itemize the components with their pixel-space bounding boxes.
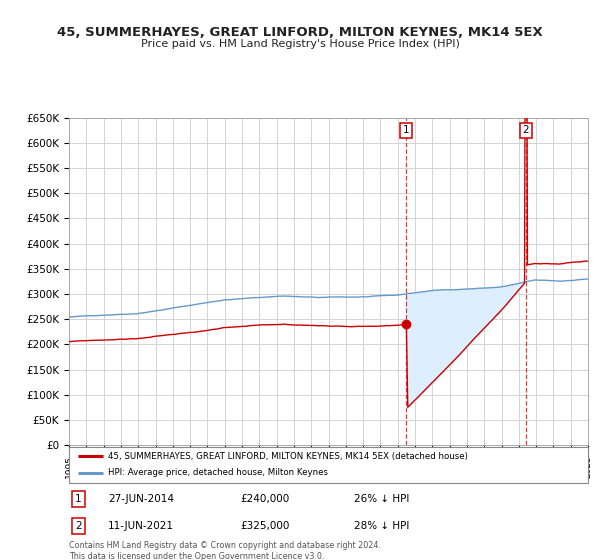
Text: 45, SUMMERHAYES, GREAT LINFORD, MILTON KEYNES, MK14 5EX: 45, SUMMERHAYES, GREAT LINFORD, MILTON K… bbox=[57, 26, 543, 39]
Text: 28% ↓ HPI: 28% ↓ HPI bbox=[355, 521, 410, 531]
Text: £240,000: £240,000 bbox=[240, 494, 290, 504]
Text: Price paid vs. HM Land Registry's House Price Index (HPI): Price paid vs. HM Land Registry's House … bbox=[140, 39, 460, 49]
Text: 11-JUN-2021: 11-JUN-2021 bbox=[108, 521, 174, 531]
Text: 2: 2 bbox=[523, 125, 529, 135]
Text: 27-JUN-2014: 27-JUN-2014 bbox=[108, 494, 174, 504]
Text: 2: 2 bbox=[75, 521, 82, 531]
Text: 45, SUMMERHAYES, GREAT LINFORD, MILTON KEYNES, MK14 5EX (detached house): 45, SUMMERHAYES, GREAT LINFORD, MILTON K… bbox=[108, 452, 468, 461]
FancyBboxPatch shape bbox=[69, 447, 588, 483]
Text: £325,000: £325,000 bbox=[240, 521, 290, 531]
Text: HPI: Average price, detached house, Milton Keynes: HPI: Average price, detached house, Milt… bbox=[108, 468, 328, 477]
Text: 1: 1 bbox=[403, 125, 410, 135]
Text: 26% ↓ HPI: 26% ↓ HPI bbox=[355, 494, 410, 504]
Text: Contains HM Land Registry data © Crown copyright and database right 2024.
This d: Contains HM Land Registry data © Crown c… bbox=[69, 542, 381, 560]
Text: 1: 1 bbox=[75, 494, 82, 504]
